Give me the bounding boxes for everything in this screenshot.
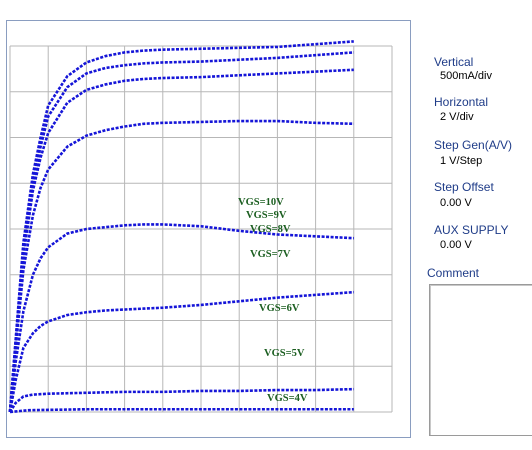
- plot-grid: [9, 45, 393, 413]
- step-gen-value: 1 V/Step: [440, 155, 483, 167]
- curve-label-vgs-7v: VGS=7V: [250, 249, 291, 260]
- curve-label-vgs-9v: VGS=9V: [246, 210, 287, 221]
- plot-traces: [8, 40, 354, 414]
- comment-textbox[interactable]: [429, 284, 532, 436]
- trace-vgs-7v: [8, 119, 354, 413]
- trace-vgs-5v: [8, 290, 354, 413]
- horizontal-value: 2 V/div: [440, 111, 474, 123]
- trace-vgs-6v: [8, 223, 354, 413]
- curve-labels: VGS=10V VGS=9V VGS=8V VGS=7V VGS=6V VGS=5V VGS…: [238, 197, 308, 404]
- curve-label-vgs-6v: VGS=6V: [259, 303, 300, 314]
- trace-vgs-10v: [8, 40, 354, 413]
- trace-vgs-8v: [8, 68, 354, 413]
- curve-label-vgs-10v: VGS=10V: [238, 197, 284, 208]
- vertical-label: Vertical: [434, 55, 474, 69]
- vertical-value: 500mA/div: [440, 70, 492, 82]
- trace-baseline: [9, 407, 354, 414]
- curve-label-vgs-5v: VGS=5V: [264, 348, 305, 359]
- trace-vgs-4v: [8, 387, 354, 413]
- step-offset-label: Step Offset: [434, 180, 494, 194]
- step-gen-label: Step Gen(A/V): [434, 138, 513, 152]
- aux-supply-value: 0.00 V: [440, 239, 472, 251]
- curve-label-vgs-4v: VGS=4V: [267, 393, 308, 404]
- curve-label-vgs-8v: VGS=8V: [250, 224, 291, 235]
- comment-label: Comment: [427, 266, 480, 280]
- horizontal-label: Horizontal: [434, 95, 489, 109]
- aux-supply-label: AUX SUPPLY: [434, 223, 509, 237]
- step-offset-value: 0.00 V: [440, 197, 472, 209]
- settings-panel: Vertical 500mA/div Horizontal 2 V/div St…: [434, 0, 532, 450]
